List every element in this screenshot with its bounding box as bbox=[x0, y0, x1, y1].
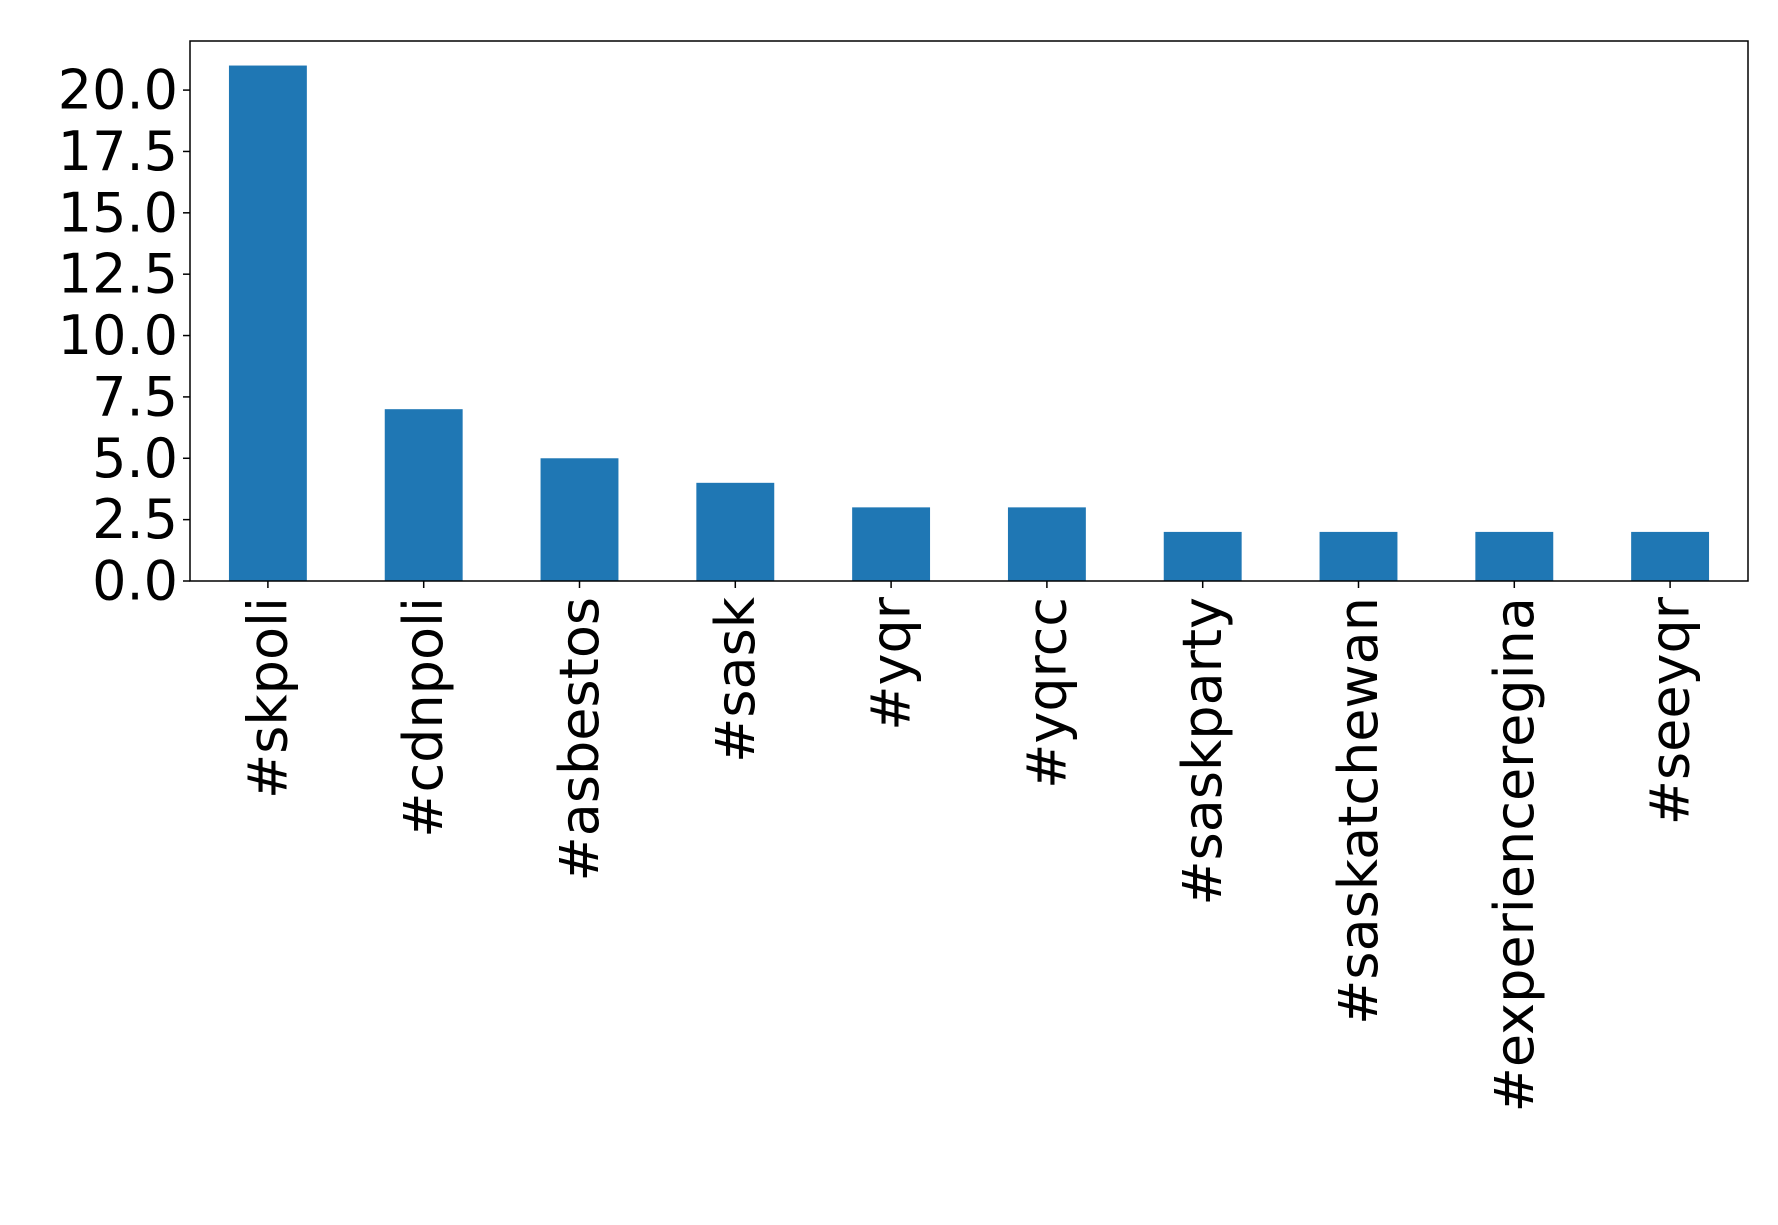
bar-sask bbox=[696, 482, 775, 581]
x-tick-label: #saskparty bbox=[1171, 597, 1234, 906]
x-axis: #skpoli #cdnpoli #asbestos #sask #yqr #yqrcc #… bbox=[236, 581, 1702, 1112]
plot-frame bbox=[189, 40, 1749, 582]
bar-seeyqr bbox=[1631, 531, 1710, 581]
x-tick-label: #yqrcc bbox=[1015, 597, 1078, 789]
x-tick-label: #experienceregina bbox=[1483, 597, 1546, 1112]
x-tick-label: #saskatchewan bbox=[1327, 597, 1390, 1025]
bar-cdnpoli bbox=[384, 409, 463, 581]
x-tick-label: #skpoli bbox=[236, 597, 299, 799]
y-axis: 0.02.55.07.510.012.515.017.520.0 bbox=[58, 59, 190, 613]
bar-asbestos bbox=[540, 458, 619, 581]
bar-yqr bbox=[852, 507, 931, 581]
y-tick-label: 7.5 bbox=[92, 365, 178, 428]
x-tick-label: #cdnpoli bbox=[392, 597, 455, 838]
y-tick-label: 0.0 bbox=[92, 550, 178, 613]
x-tick-label: #seeyqr bbox=[1639, 596, 1702, 825]
y-tick-label: 10.0 bbox=[58, 304, 178, 367]
y-tick-label: 2.5 bbox=[92, 488, 178, 551]
bar-saskparty bbox=[1163, 531, 1242, 581]
y-tick-label: 12.5 bbox=[58, 243, 178, 306]
y-tick-label: 15.0 bbox=[58, 181, 178, 244]
bar-experienceregina bbox=[1475, 531, 1554, 581]
x-tick-label: #asbestos bbox=[548, 597, 611, 881]
bar-skpoli bbox=[228, 65, 307, 581]
x-tick-label: #yqr bbox=[860, 596, 923, 730]
y-tick-label: 17.5 bbox=[58, 120, 178, 183]
y-tick-label: 20.0 bbox=[58, 59, 178, 122]
x-tick-label: #sask bbox=[704, 596, 767, 763]
bars-group bbox=[228, 65, 1710, 581]
y-tick-label: 5.0 bbox=[92, 427, 178, 490]
bar-saskatchewan bbox=[1319, 531, 1398, 581]
bar-yqrcc bbox=[1007, 507, 1086, 581]
